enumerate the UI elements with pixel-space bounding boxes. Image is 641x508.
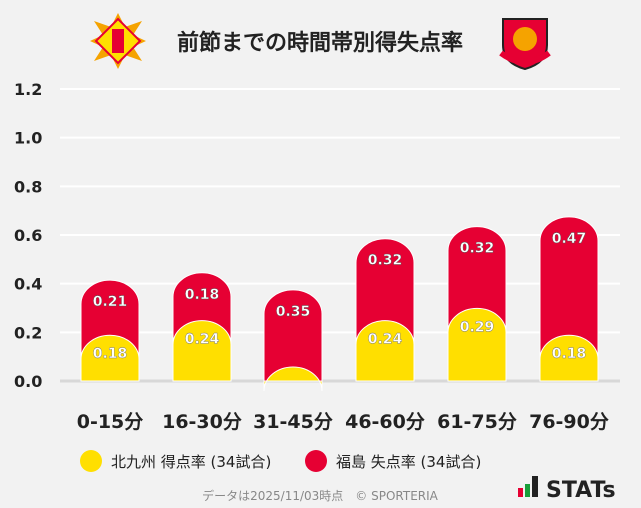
data-label-fukushima: 0.35	[276, 304, 311, 320]
legend-label-fukushima: 福島 失点率 (34試合)	[336, 453, 481, 471]
bar-kitakyushu	[539, 334, 599, 382]
x-tick-label: 76-90分	[529, 411, 609, 433]
bar-fukushima	[263, 289, 323, 382]
data-label-fukushima: 0.32	[368, 253, 403, 269]
x-tick-label: 16-30分	[162, 411, 242, 433]
chart-title: 前節までの時間帯別得失点率	[177, 30, 463, 56]
bar-kitakyushu	[263, 366, 323, 392]
y-tick-label: 0.4	[14, 275, 42, 294]
y-tick-label: 1.0	[14, 129, 42, 148]
data-label-kitakyushu: 0.18	[93, 346, 128, 362]
y-tick-label: 0.6	[14, 226, 42, 245]
data-label-kitakyushu: 0.24	[185, 332, 220, 348]
bar-kitakyushu	[80, 334, 140, 382]
data-label-fukushima: 0.47	[552, 231, 587, 247]
data-label-fukushima: 0.18	[185, 287, 220, 303]
data-label-kitakyushu: 0.18	[552, 346, 587, 362]
footer-note: データは2025/11/03時点 © SPORTERIA	[202, 488, 439, 503]
legend: 北九州 得点率 (34試合) 福島 失点率 (34試合)	[80, 450, 481, 472]
data-label-fukushima: 0.21	[93, 294, 128, 310]
data-label-kitakyushu: 0.29	[460, 319, 495, 335]
x-tick-label: 46-60分	[345, 411, 425, 433]
fukushima-logo	[499, 18, 551, 71]
legend-marker-kitakyushu	[80, 450, 102, 472]
y-tick-label: 0.8	[14, 177, 42, 196]
legend-marker-fukushima	[305, 450, 327, 472]
y-tick-label: 0.0	[14, 372, 42, 391]
x-tick-label: 31-45分	[253, 411, 333, 433]
bar-kitakyushu	[172, 320, 232, 382]
legend-label-kitakyushu: 北九州 得点率 (34試合)	[111, 453, 271, 471]
data-label-fukushima: 0.32	[460, 241, 495, 257]
y-tick-label: 0.2	[14, 323, 42, 342]
y-tick-label: 1.2	[14, 80, 42, 99]
x-tick-label: 61-75分	[437, 411, 517, 433]
bar-kitakyushu	[355, 320, 415, 382]
stats-logo: STATs	[518, 476, 616, 503]
data-label-kitakyushu: 0.24	[368, 332, 403, 348]
bar-kitakyushu	[447, 308, 507, 382]
kitakyushu-logo	[90, 13, 146, 69]
x-tick-label: 0-15分	[77, 411, 144, 433]
stats-brand: STATs	[546, 478, 616, 503]
